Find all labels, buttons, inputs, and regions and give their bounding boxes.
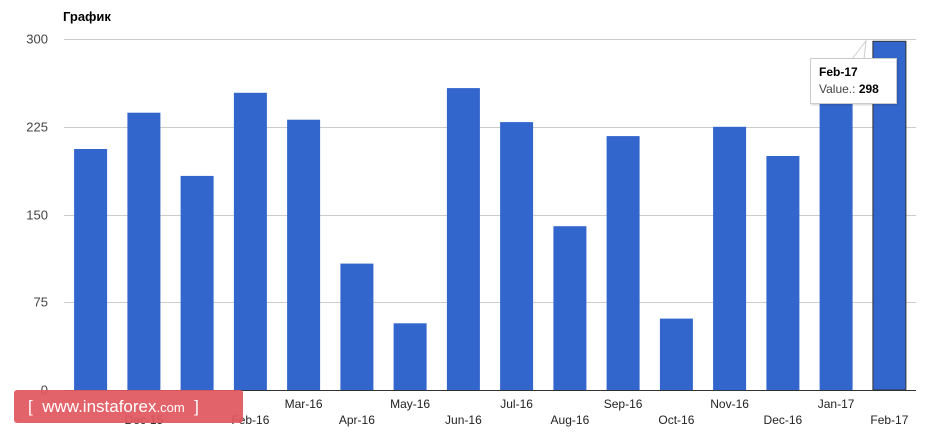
x-tick-label: Aug-16	[551, 413, 590, 427]
y-tick-label: 75	[34, 295, 48, 310]
bar-jan-16[interactable]	[180, 175, 214, 390]
x-axis-ticks: Dec-15Feb-16Mar-16Apr-16May-16Jun-16Jul-…	[125, 397, 909, 427]
watermark-suffix: .com	[156, 400, 185, 415]
x-tick-label: Sep-16	[604, 397, 643, 411]
watermark-bracket-open: [	[28, 397, 33, 416]
x-tick-label: Nov-16	[710, 397, 749, 411]
x-tick-label: Feb-17	[870, 413, 908, 427]
watermark-text: www.instaforex	[42, 397, 157, 416]
bar-oct-16[interactable]	[659, 318, 693, 390]
bar-dec-16[interactable]	[766, 156, 800, 390]
watermark-logo: [ www.instaforex.com ]	[14, 390, 243, 423]
bar-jul-16[interactable]	[500, 122, 534, 390]
y-tick-label: 150	[26, 208, 48, 223]
bar-nov-16[interactable]	[713, 126, 747, 391]
bar-may-16[interactable]	[393, 323, 427, 390]
watermark-bracket-close: ]	[194, 397, 199, 416]
bar-dec-15[interactable]	[127, 112, 161, 390]
chart-title: График	[63, 9, 111, 24]
y-axis-ticks: 075150225300	[26, 32, 48, 398]
bar-jan-17[interactable]	[819, 101, 853, 390]
x-tick-label: Jan-17	[818, 397, 855, 411]
bar-tooltip: Feb-17 Value.: 298	[810, 58, 897, 104]
x-tick-label: May-16	[390, 397, 430, 411]
x-tick-label: Mar-16	[285, 397, 323, 411]
x-tick-label: Oct-16	[658, 413, 694, 427]
x-tick-label: Jul-16	[500, 397, 533, 411]
x-tick-label: Apr-16	[339, 413, 375, 427]
bar-sep-16[interactable]	[606, 136, 640, 390]
x-tick-label: Jun-16	[445, 413, 482, 427]
bar-jun-16[interactable]	[446, 88, 480, 390]
tooltip-value-label: Value.:	[819, 82, 856, 96]
y-tick-label: 225	[26, 120, 48, 135]
y-tick-label: 300	[26, 32, 48, 47]
bar-feb-16[interactable]	[233, 92, 267, 391]
tooltip-value: 298	[858, 82, 879, 96]
bars	[74, 40, 907, 391]
tooltip-pointer	[850, 40, 867, 60]
tooltip-category: Feb-17	[819, 65, 858, 79]
x-tick-label: Dec-16	[764, 413, 803, 427]
bar-mar-16[interactable]	[287, 119, 321, 390]
bar-nov-15[interactable]	[74, 149, 108, 390]
bar-apr-16[interactable]	[340, 263, 374, 390]
bar-aug-16[interactable]	[553, 226, 587, 390]
